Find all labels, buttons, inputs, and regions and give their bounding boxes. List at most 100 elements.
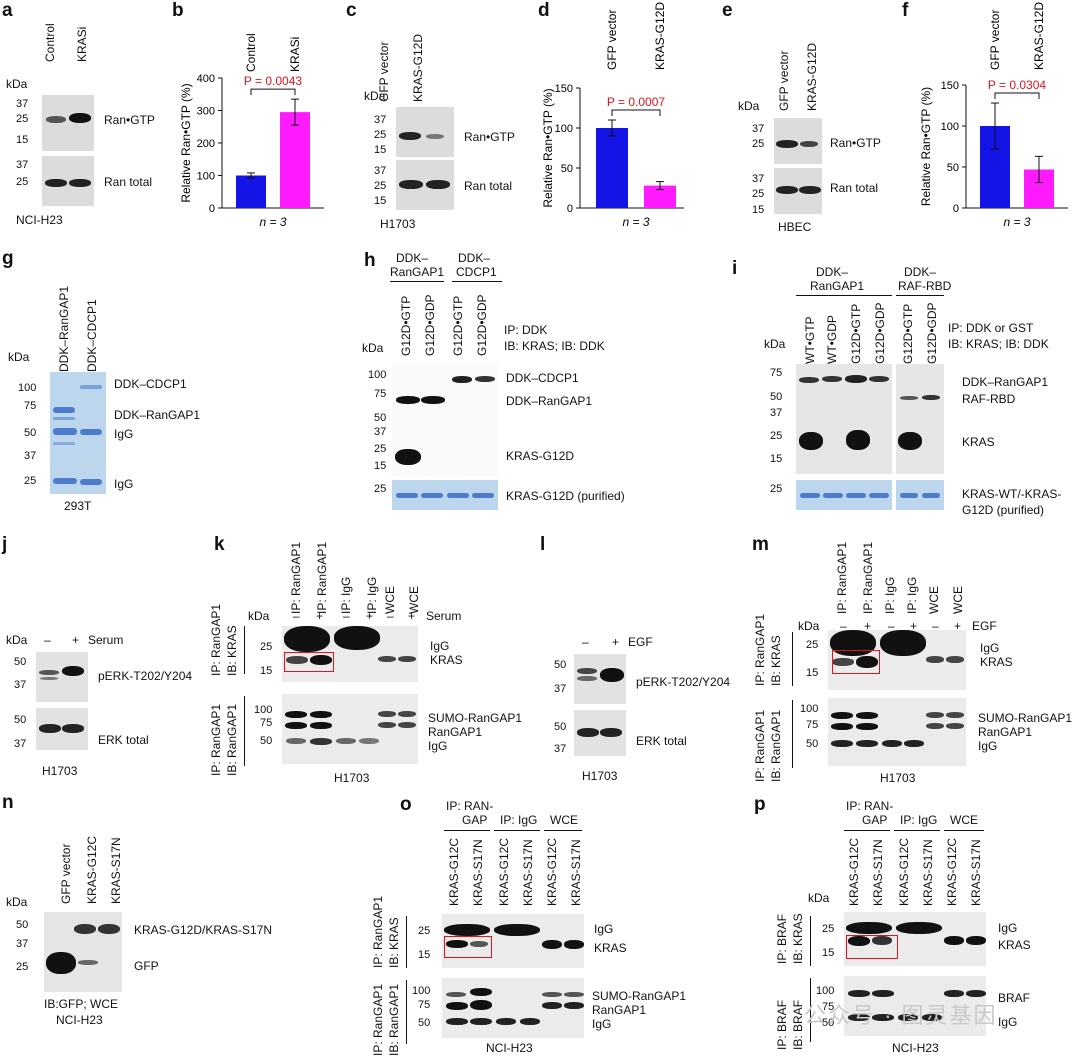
mw-marker: 25 <box>822 923 835 935</box>
y-tick-label: 100 <box>941 121 959 133</box>
blot-kras <box>442 914 584 968</box>
band-label: Ran total <box>104 175 153 189</box>
band-label: KRAS-G12D (purified) <box>506 489 625 503</box>
mw-marker: 15 <box>752 204 765 216</box>
bar-kras-g12d <box>644 185 676 208</box>
mw-marker: 37 <box>752 173 765 185</box>
band-label: RanGAP1 <box>592 1003 647 1017</box>
y-axis-label: Relative Ran•GTP (%) <box>919 87 933 206</box>
mw-marker: 50 <box>770 391 783 403</box>
side-label: IP: RanGAP1 <box>753 709 767 782</box>
lane-plus: + <box>954 619 962 633</box>
band-label: DDK–CDCP1 <box>506 371 579 385</box>
bar-krasi <box>280 112 310 208</box>
lane-label: IP: RanGAP1 <box>861 541 875 614</box>
lane-plus: + <box>408 609 416 623</box>
group-label: DDK– <box>396 251 429 265</box>
side-label: IP: RanGAP1 <box>753 613 767 686</box>
lane-plus: + <box>366 609 374 623</box>
panel-label-h: h <box>364 250 376 271</box>
mw-marker: 50 <box>24 427 37 439</box>
lane-minus: – <box>888 619 895 633</box>
y-axis-label: Relative Ran•GTP (%) <box>541 88 555 207</box>
blot-erk-total <box>36 708 88 750</box>
group-label: RAF-RBD <box>898 279 952 293</box>
kda-label: kDa <box>808 891 830 905</box>
band-label: IgG <box>114 427 134 441</box>
lane-minus: – <box>840 619 847 633</box>
y-tick-label: 0 <box>953 203 959 215</box>
mw-marker: 50 <box>806 738 819 750</box>
blot-kras <box>828 630 966 690</box>
lane-label: WT•GDP <box>825 315 839 364</box>
blot-erk-total <box>574 710 626 756</box>
side-label: IB: KRAS <box>791 913 805 964</box>
category-label: KRASi <box>288 37 302 72</box>
blot-braf <box>844 976 986 1036</box>
highlight-box <box>444 936 492 958</box>
lane-label: G12D•GDP <box>423 294 437 356</box>
blot-rangap1 <box>442 978 584 1038</box>
band-label: ERK total <box>636 734 687 748</box>
mw-marker: 25 <box>770 483 783 495</box>
group-label: IP: RAN- <box>846 799 894 813</box>
mw-marker: 25 <box>260 641 273 653</box>
lane-label: KRAS-S17N <box>109 837 123 904</box>
group-label: IP: RAN- <box>446 799 494 813</box>
mw-marker: 100 <box>412 985 431 997</box>
band-label: IgG <box>594 922 614 936</box>
kda-label: kDa <box>8 350 30 364</box>
mw-marker: 15 <box>770 453 783 465</box>
cell-line-label: NCI-H23 <box>16 213 63 227</box>
panel-label-b: b <box>172 0 184 21</box>
side-label: IB: KRAS <box>387 917 401 968</box>
cell-line-label: H1703 <box>582 769 618 783</box>
mw-marker: 75 <box>770 367 783 379</box>
kda-label: kDa <box>764 337 786 351</box>
band-label: GFP <box>134 959 159 973</box>
blot-perk <box>574 654 626 704</box>
mw-marker: 75 <box>806 719 819 731</box>
mw-marker: 15 <box>806 667 819 679</box>
blot-perk <box>36 652 88 702</box>
lane-plus: + <box>864 619 872 633</box>
panel-label-f: f <box>902 0 909 21</box>
coomassie-gel <box>796 480 892 510</box>
n-label: n = 3 <box>259 215 286 229</box>
lane-minus: – <box>343 609 350 623</box>
mw-marker: 15 <box>260 665 273 677</box>
panel-label-a: a <box>2 0 13 21</box>
mw-marker: 25 <box>752 138 765 150</box>
mw-marker: 15 <box>16 134 29 146</box>
mw-marker: 25 <box>16 961 29 973</box>
mw-marker: 15 <box>374 195 387 207</box>
panel-label-e: e <box>722 0 733 21</box>
blot-kras <box>844 912 986 966</box>
lane-label: KRAS-G12C <box>847 837 861 906</box>
band-label: G12D (purified) <box>962 503 1045 517</box>
side-label: IP: BRAF <box>775 913 789 964</box>
mw-marker: 15 <box>418 949 431 961</box>
band-label: KRAS <box>980 655 1013 669</box>
lane-label: DDK–CDCP1 <box>85 299 99 372</box>
mw-marker: 25 <box>752 188 765 200</box>
mw-marker: 25 <box>374 443 387 455</box>
mw-marker: 25 <box>374 129 387 141</box>
highlight-box <box>284 652 334 672</box>
lane-label: G12D•GDP <box>925 302 939 364</box>
highlight-box <box>846 935 898 959</box>
band-label: IgG <box>978 739 998 753</box>
coomassie-gel <box>896 480 944 510</box>
lane-plus: + <box>612 635 620 649</box>
cell-line-label: H1703 <box>380 217 416 231</box>
panel-label-g: g <box>2 248 14 269</box>
lane-label: KRAS-G12C <box>945 837 959 906</box>
cell-line-label: H1703 <box>880 771 916 785</box>
band-label: Ran total <box>464 179 513 193</box>
band-label: SUMO-RanGAP1 <box>978 711 1073 725</box>
group-label: DDK– <box>904 265 937 279</box>
mw-marker: 100 <box>368 369 387 381</box>
mw-marker: 37 <box>752 123 765 135</box>
category-label: KRAS-G12D <box>653 2 667 70</box>
band-label: pERK-T202/Y204 <box>636 675 731 689</box>
